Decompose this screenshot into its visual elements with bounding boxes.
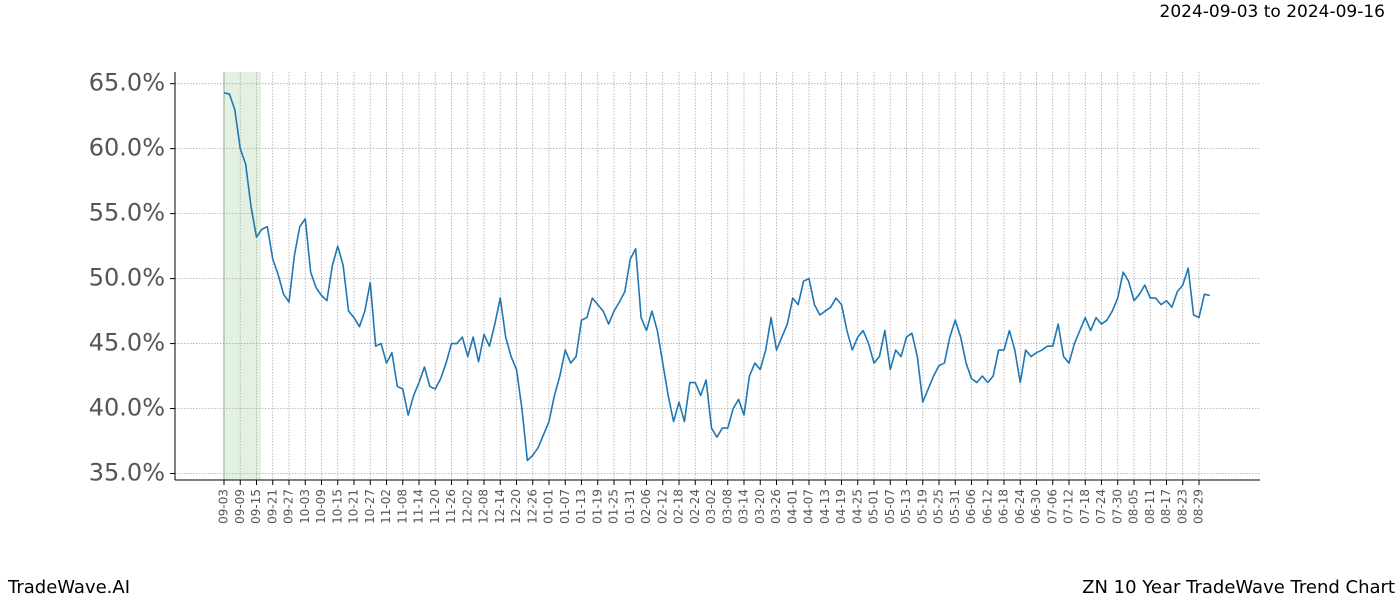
x-tick-label: 10-03 (298, 489, 312, 524)
x-tick-label: 01-07 (558, 489, 572, 524)
x-tick-label: 07-18 (1078, 489, 1092, 524)
x-tick-label: 07-30 (1110, 489, 1124, 524)
x-tick-label: 05-25 (932, 489, 946, 524)
y-tick-label: 40.0% (89, 394, 165, 422)
x-tick-label: 05-07 (883, 489, 897, 524)
x-tick-label: 05-31 (948, 489, 962, 524)
y-tick-label: 60.0% (89, 134, 165, 162)
x-tick-label: 03-02 (704, 489, 718, 524)
x-tick-label: 10-21 (347, 489, 361, 524)
x-tick-label: 01-19 (590, 489, 604, 524)
x-tick-label: 04-19 (834, 489, 848, 524)
x-tick-label: 11-02 (379, 489, 393, 524)
x-tick-label: 03-20 (753, 489, 767, 524)
y-tick-label: 50.0% (89, 264, 165, 292)
highlight-span (224, 72, 261, 480)
x-tick-label: 07-06 (1045, 489, 1059, 524)
x-tick-label: 09-03 (217, 489, 231, 524)
x-tick-label: 06-30 (1029, 489, 1043, 524)
grid (175, 72, 1260, 480)
x-tick-label: 02-12 (655, 489, 669, 524)
x-tick-label: 05-19 (915, 489, 929, 524)
x-tick-label: 10-27 (363, 489, 377, 524)
x-tick-label: 02-06 (639, 489, 653, 524)
x-tick-label: 04-25 (850, 489, 864, 524)
y-tick-label: 65.0% (89, 69, 165, 97)
x-tick-label: 01-13 (574, 489, 588, 524)
x-tick-label: 06-24 (1013, 489, 1027, 524)
x-tick-label: 04-07 (802, 489, 816, 524)
x-tick-label: 08-17 (1159, 489, 1173, 524)
x-tick-label: 11-08 (395, 489, 409, 524)
x-tick-label: 08-11 (1143, 489, 1157, 524)
x-tick-label: 03-08 (720, 489, 734, 524)
x-tick-label: 04-13 (818, 489, 832, 524)
x-tick-label: 03-26 (769, 489, 783, 524)
data-line (223, 92, 1211, 462)
y-tick-label: 35.0% (89, 459, 165, 487)
chart-title: 2024-09-03 to 2024-09-16 (1160, 2, 1385, 22)
x-tick-label: 10-15 (330, 489, 344, 524)
x-tick-label: 08-05 (1127, 489, 1141, 524)
x-tick-label: 01-25 (607, 489, 621, 524)
footer-right: ZN 10 Year TradeWave Trend Chart (1082, 577, 1395, 598)
x-tick-label: 07-12 (1062, 489, 1076, 524)
marks (223, 92, 1211, 462)
x-tick-label: 02-18 (672, 489, 686, 524)
y-tick-label: 55.0% (89, 199, 165, 227)
x-tick-label: 12-14 (493, 489, 507, 524)
x-tick-label: 12-08 (477, 489, 491, 524)
x-tick-label: 09-09 (233, 489, 247, 524)
x-tick-label: 06-18 (997, 489, 1011, 524)
x-tick-label: 05-13 (899, 489, 913, 524)
x-tick-label: 04-01 (785, 489, 799, 524)
x-tick-label: 07-24 (1094, 489, 1108, 524)
x-tick-label: 05-01 (867, 489, 881, 524)
x-tick-label: 11-20 (428, 489, 442, 524)
y-tick-label: 45.0% (89, 329, 165, 357)
x-tick-label: 11-26 (444, 489, 458, 524)
x-tick-label: 06-06 (964, 489, 978, 524)
x-tick-label: 08-23 (1175, 489, 1189, 524)
footer-left: TradeWave.AI (7, 577, 130, 598)
x-tick-label: 12-02 (460, 489, 474, 524)
x-tick-label: 08-29 (1192, 489, 1206, 524)
x-tick-label: 02-24 (688, 489, 702, 524)
x-tick-label: 12-26 (525, 489, 539, 524)
x-tick-label: 01-01 (542, 489, 556, 524)
x-tick-label: 11-14 (412, 489, 426, 524)
x-tick-label: 06-12 (980, 489, 994, 524)
x-tick-label: 09-27 (282, 489, 296, 524)
x-tick-label: 09-15 (249, 489, 263, 524)
x-tick-label: 01-31 (623, 489, 637, 524)
x-tick-label: 12-20 (509, 489, 523, 524)
x-tick-label: 03-14 (737, 489, 751, 524)
x-tick-label: 09-21 (265, 489, 279, 524)
x-tick-label: 10-09 (314, 489, 328, 524)
